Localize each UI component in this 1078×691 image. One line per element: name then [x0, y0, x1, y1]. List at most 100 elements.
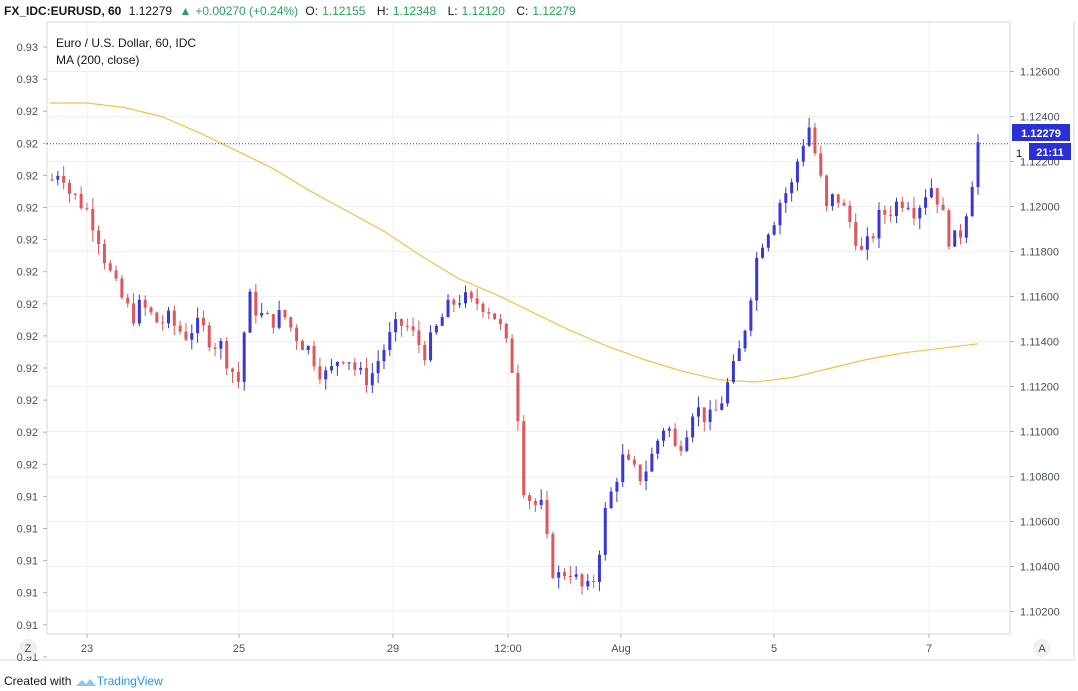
candle-body [429, 332, 433, 361]
zoom-reset-button[interactable] [19, 639, 37, 657]
candle-body [749, 300, 753, 331]
candle-body [836, 194, 840, 203]
high-label: H: [376, 4, 389, 18]
candle-body [516, 372, 520, 422]
candle-body [423, 344, 427, 361]
left-tick-label: 0.92 [17, 203, 38, 215]
candle-body [394, 319, 398, 333]
left-tick-label: 0.92 [17, 235, 38, 247]
candle-body [283, 310, 287, 318]
candle-body [603, 508, 607, 555]
tradingview-brand-link[interactable]: TradingView [96, 674, 163, 688]
candle-body [376, 361, 380, 374]
candle-body [627, 454, 631, 460]
change-up-icon: ▲ [179, 4, 192, 18]
time-tick-label: 12:00 [494, 643, 522, 655]
auto-scale-button[interactable] [1033, 639, 1051, 657]
candle-body [889, 214, 893, 216]
candle-body [91, 208, 95, 231]
last-price: 1.12279 [128, 4, 173, 18]
candle-body [108, 263, 112, 271]
candle-body [493, 313, 497, 320]
candle-body [126, 297, 130, 304]
candle-body [964, 216, 968, 238]
candle-body [586, 580, 590, 587]
current-price-text: 1.12279 [1021, 128, 1061, 140]
left-tick-label: 0.91 [17, 620, 38, 632]
candle-body [201, 317, 205, 326]
tradingview-logo-icon [75, 678, 96, 686]
price-chart[interactable]: 1.126001.124001.122001.120001.118001.116… [0, 0, 1078, 672]
left-tick-label: 0.93 [17, 42, 38, 54]
ma-layer [50, 102, 979, 383]
candle-body [504, 323, 508, 339]
ma-200-line [50, 102, 979, 383]
candle-body [755, 257, 759, 301]
countdown-badge [1029, 143, 1071, 160]
candle-body [918, 207, 922, 219]
candle-body [312, 346, 316, 367]
candle-body [231, 368, 235, 372]
candle-body [166, 310, 170, 324]
candle-body [563, 572, 567, 576]
left-tick-label: 0.92 [17, 170, 38, 182]
candle-body [778, 202, 782, 226]
plot-border [46, 21, 1011, 635]
countdown-text: 21:11 [1036, 147, 1064, 159]
chart-frame [0, 21, 1075, 661]
candle-body [702, 407, 706, 422]
candle-body [219, 341, 223, 349]
candle-body [260, 312, 264, 316]
right-price-axis[interactable]: 1.126001.124001.122001.120001.118001.116… [1010, 67, 1060, 619]
candle-body [62, 175, 66, 183]
chart-legend: Euro / U.S. Dollar, 60, IDC MA (200, clo… [56, 36, 196, 67]
candle-body [335, 362, 339, 366]
candle-body [184, 331, 188, 340]
candle-body [580, 574, 584, 587]
candle-body [73, 193, 77, 195]
candle-body [691, 416, 695, 438]
candle-body [172, 310, 176, 326]
candle-body [161, 322, 165, 324]
candle-body [854, 222, 858, 246]
badges: 1.12279 1 21:11 [1012, 124, 1071, 160]
current-price-badge [1012, 124, 1070, 141]
time-tick-label: Aug [611, 643, 631, 655]
left-tick-label: 0.91 [17, 524, 38, 536]
candle-body [236, 371, 240, 382]
left-tick-label: 0.92 [17, 427, 38, 439]
right-tick-label: 1.11600 [1020, 292, 1059, 304]
candle-body [708, 409, 712, 422]
left-price-axis[interactable]: 0.93 0.93 0.92 0.92 0.92 0.92 0.92 0.92 0.92 0.92… [17, 42, 47, 672]
left-tick-label: 0.93 [17, 74, 38, 86]
candle-body [784, 193, 788, 203]
candle-body [551, 533, 555, 578]
candle-body [726, 382, 730, 404]
candle-body [772, 225, 776, 235]
candle-body [318, 366, 322, 380]
right-tick-label: 1.11400 [1020, 337, 1059, 349]
time-tick-label: 7 [926, 643, 932, 655]
left-tick-label: 0.92 [17, 299, 38, 311]
candle-body [399, 319, 403, 326]
close-value: 1.12279 [532, 4, 576, 18]
candle-body [120, 278, 124, 298]
candle-body [102, 244, 106, 264]
candle-body [906, 207, 910, 209]
candle-body [242, 332, 246, 382]
candle-body [289, 317, 293, 328]
candle-body [720, 403, 724, 410]
candle-body [644, 471, 648, 481]
left-tick-label: 0.92 [17, 363, 38, 375]
time-axis[interactable]: 23 25 29 12:00 Aug 5 7 [81, 634, 932, 655]
left-tick-label: 0.91 [17, 556, 38, 568]
symbol-label[interactable]: FX_IDC:EURUSD, 60 [4, 4, 122, 18]
candle-body [324, 370, 328, 380]
left-tick-label: 0.92 [17, 138, 38, 150]
candles [50, 117, 980, 595]
candle-body [405, 325, 409, 327]
candle-body [522, 421, 526, 496]
left-tick-label: 0.92 [17, 331, 38, 343]
left-tick-label: 0.91 [17, 491, 38, 503]
change-value: +0.00270 (+0.24%) [195, 4, 299, 18]
